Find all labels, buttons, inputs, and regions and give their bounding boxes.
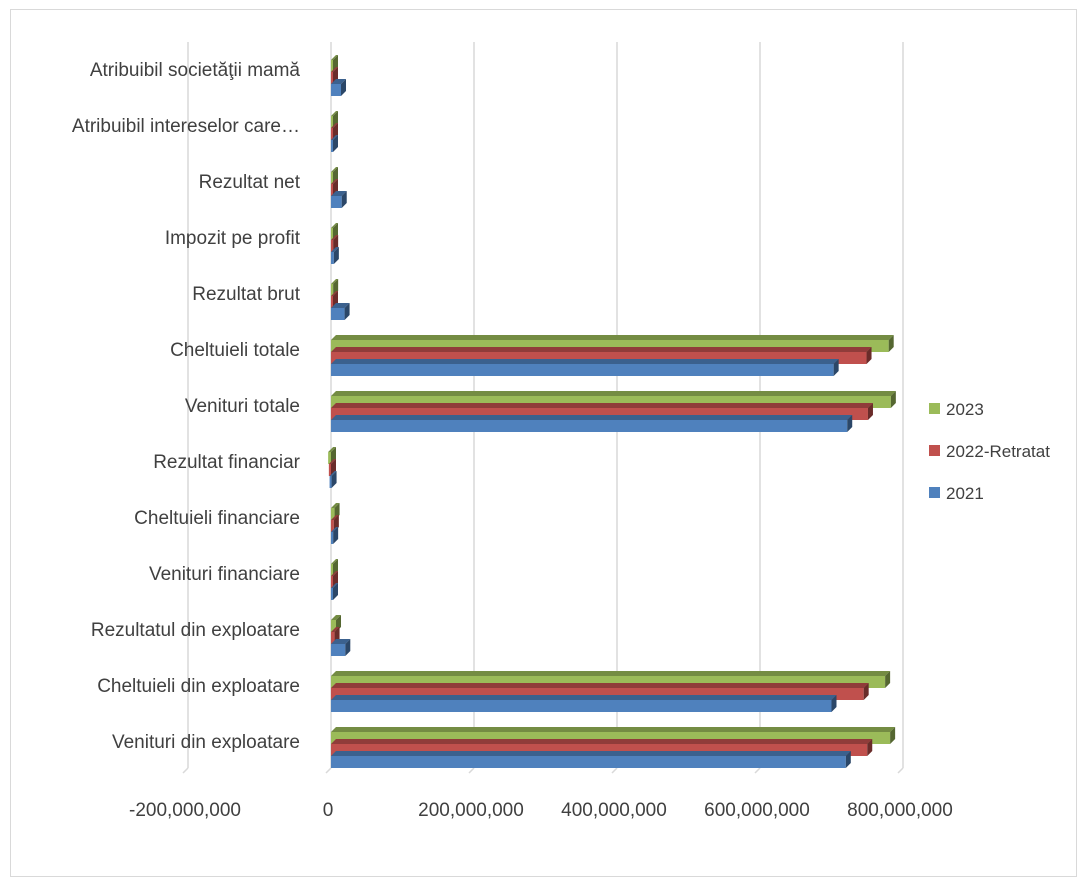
gridline-foot: [182, 767, 189, 774]
legend-label: 2021: [946, 484, 984, 503]
category-label: Cheltuieli din exploatare: [97, 676, 300, 697]
bar-2021-11: [331, 135, 338, 152]
x-tick-label: 0: [323, 800, 334, 821]
category-label: Venituri financiare: [149, 564, 300, 585]
gridline-foot: [754, 767, 761, 774]
legend-item-2022-Retratat: 2022-Retratat: [929, 442, 1050, 461]
category-label: Venituri totale: [185, 396, 300, 417]
x-tick-label: 200,000,000: [418, 800, 524, 821]
bar-2021-8: [331, 303, 350, 320]
bar-2021-12: [331, 79, 347, 96]
gridline-foot: [325, 767, 332, 774]
category-label: Venituri din exploatare: [112, 732, 300, 753]
legend-item-2023: 2023: [929, 400, 984, 419]
category-label: Rezultat financiar: [153, 452, 300, 473]
category-label: Rezultat brut: [192, 284, 300, 305]
x-axis-tick-labels: -200,000,000 0 200,000,000 400,000,000 600,0…: [129, 800, 953, 821]
gridline-foot: [611, 767, 618, 774]
bar-2021-7: [331, 359, 839, 376]
bars: [328, 55, 896, 768]
x-tick-label: -200,000,000: [129, 800, 241, 821]
category-label: Atribuibil intereselor care…: [72, 116, 300, 137]
category-label: Impozit pe profit: [165, 228, 301, 249]
legend-swatch: [929, 445, 940, 456]
legend-swatch: [929, 403, 940, 414]
x-tick-label: 800,000,000: [847, 800, 953, 821]
gridline-foot: [468, 767, 475, 774]
gridline-foot: [897, 767, 904, 774]
legend: 2023 2022-Retratat 2021: [929, 400, 1050, 503]
legend-swatch: [929, 487, 940, 498]
legend-item-2021: 2021: [929, 484, 984, 503]
category-label: Rezultat net: [199, 172, 301, 193]
x-tick-label: 400,000,000: [561, 800, 667, 821]
category-labels: Venituri din exploatare Cheltuieli din ex…: [72, 60, 301, 753]
category-label: Cheltuieli totale: [170, 340, 300, 361]
bar-2021-6: [331, 415, 853, 432]
category-label: Rezultatul din exploatare: [91, 620, 300, 641]
bar-2021-1: [331, 695, 837, 712]
bar-2021-2: [331, 639, 351, 656]
x-tick-label: 600,000,000: [704, 800, 810, 821]
chart-frame: [10, 9, 1077, 877]
bar-2021-3: [331, 583, 338, 600]
bar-2021-0: [331, 751, 851, 768]
bar-2021-4: [331, 527, 339, 544]
category-label: Cheltuieli financiare: [134, 508, 300, 529]
category-label: Atribuibil societăţii mamă: [90, 60, 301, 81]
bar-2021-9: [331, 247, 339, 264]
legend-label: 2023: [946, 400, 984, 419]
legend-label: 2022-Retratat: [946, 442, 1050, 461]
bar-2021-5: [329, 471, 337, 488]
bar-2021-10: [331, 191, 347, 208]
